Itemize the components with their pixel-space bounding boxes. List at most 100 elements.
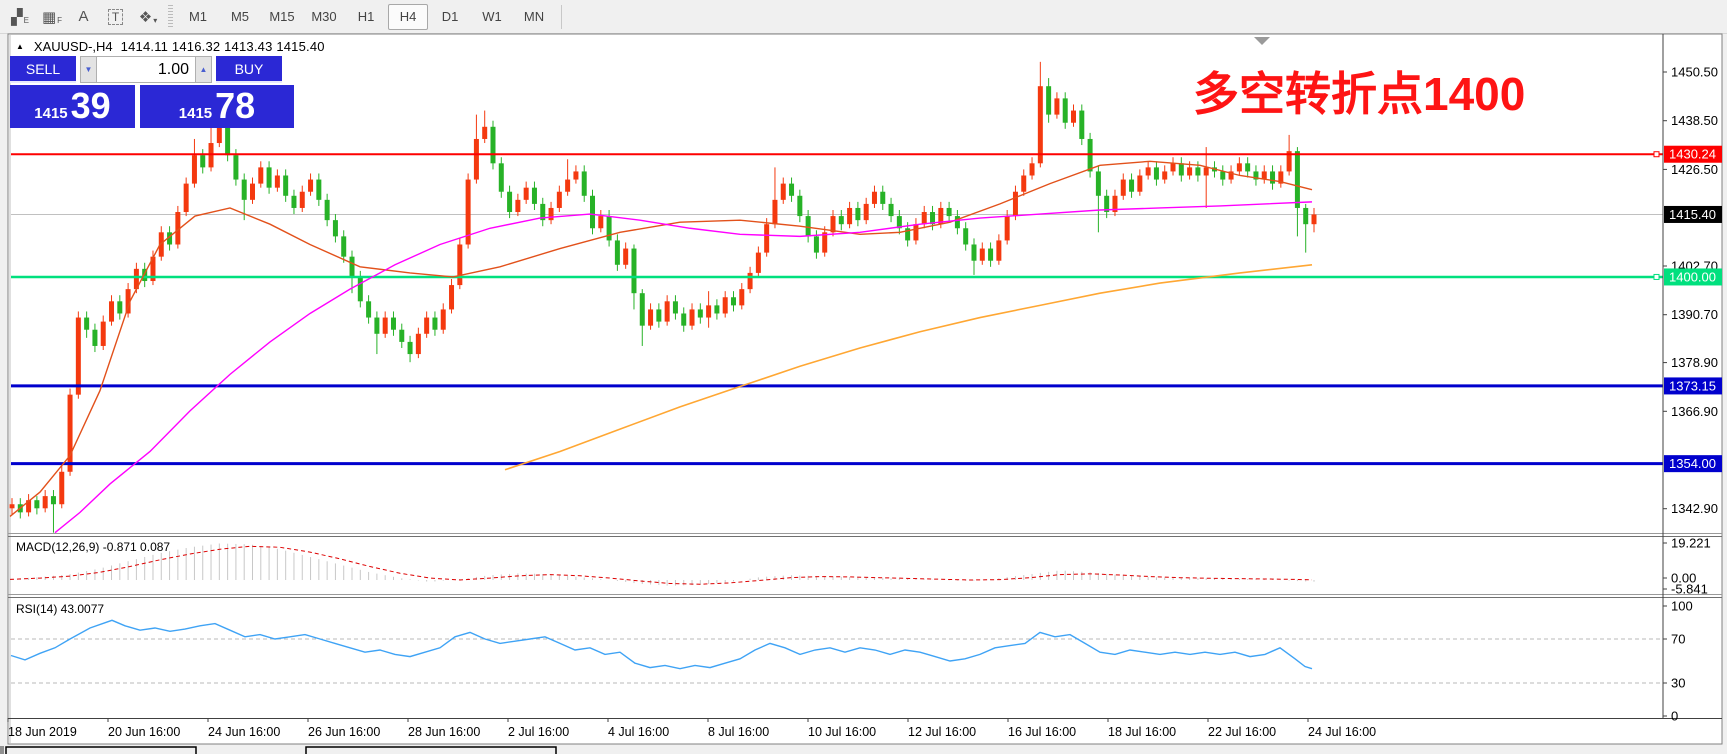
minimized-window-1[interactable] [5,746,197,754]
timeframe-button-w1[interactable]: W1 [482,9,502,24]
buy-price-display[interactable]: 1415 78 [140,85,294,128]
candle-body [565,179,571,192]
timeframe-button-mn[interactable]: MN [523,9,545,24]
timeframe-button-m30[interactable]: M30 [311,9,337,24]
time-tick-label: 4 Jul 16:00 [608,725,669,739]
candle-body [473,138,479,180]
timeframe-button-d1[interactable]: D1 [441,9,459,24]
collapse-triangle-icon[interactable]: ▲ [16,42,24,51]
candle-body [1278,171,1284,184]
minimized-window-2[interactable] [305,746,557,754]
candle-body [75,317,81,395]
candle-body [399,329,405,342]
candle-body [863,203,869,221]
toolbar-drag-handle[interactable] [168,4,173,29]
candle-body [67,394,73,472]
grid-fibo-icon[interactable]: ▦ F [41,8,63,26]
text-box-icon[interactable]: T [101,4,131,30]
candle-body [1261,171,1267,180]
candle-body [42,496,48,509]
volume-increase-button[interactable]: ▲ [195,56,212,83]
candle-body [838,216,844,225]
candle-body [84,317,90,330]
candle-body [623,248,629,265]
candle-body [1029,163,1035,176]
candle-body [1195,167,1201,176]
sell-button[interactable]: SELL [10,56,76,83]
volume-input[interactable] [97,56,195,83]
price-tick-label: 1438.50 [1671,113,1718,128]
candle-body [1245,163,1251,172]
price-tick-label: 1390.70 [1671,307,1718,322]
objects-arrows-icon[interactable]: ❖ ▾ [138,8,158,26]
candle-body [540,203,546,221]
macd-scale-label: 0.00 [1671,571,1696,586]
candle-body [672,301,678,314]
price-tag-1373.15 [1664,377,1722,395]
candle-body [755,252,761,273]
chart-text-annotation[interactable]: 多空转折点1400 [1193,68,1526,120]
candle-body [424,317,430,334]
candle-body [988,248,994,261]
candle-body [374,317,380,334]
timeframe-button-m15[interactable]: M15 [269,9,295,24]
buy-price-handle: 1415 [178,105,213,122]
candle-body [581,171,587,196]
text-label-icon[interactable]: A [78,8,89,25]
candle-body [1286,151,1292,172]
candle-body [225,126,231,156]
sell-price-handle: 1415 [34,105,68,122]
candle-body [747,272,753,290]
buy-button[interactable]: BUY [216,56,282,83]
candle-body [548,207,554,221]
candle-body [133,268,139,290]
sell-price-display[interactable]: 1415 39 [10,85,135,128]
scroll-to-end-marker[interactable] [1254,37,1270,45]
candle-body [299,191,305,208]
timeframe-button-h4[interactable]: H4 [388,3,428,30]
candle-body [1129,179,1135,192]
volume-decrease-button[interactable]: ▼ [80,56,97,83]
one-click-trade-panel: SELL ▼ ▲ BUY 1415 39 1415 78 [10,56,294,128]
time-tick-label: 26 Jun 16:00 [308,725,380,739]
hline-handle-resistance-1430[interactable] [1653,151,1660,158]
candle-body [449,285,455,310]
candle-body [590,195,596,229]
candle-body [366,301,372,318]
candle-body [1253,171,1259,180]
timeframe-button-m5[interactable]: M5 [230,9,250,24]
candle-body [50,496,56,505]
candle-body [482,126,488,139]
ma-fast-line [9,160,1313,517]
price-tag-1415.40 [1664,205,1722,223]
chart-expert-icon[interactable]: ▞ E [11,8,29,26]
price-tag-1400.00 [1664,268,1722,286]
candle-body [764,224,770,253]
candle-body [938,207,944,225]
timeframe-button-m1[interactable]: M1 [188,9,208,24]
candle-body [382,317,388,334]
candle-body [689,309,695,326]
candle-body [714,305,720,314]
time-tick-label: 24 Jul 16:00 [1308,725,1376,739]
candle-body [1228,171,1234,180]
candle-body [1112,195,1118,213]
candle-body [813,236,819,253]
candle-body [457,244,463,286]
candle-body [1012,191,1018,217]
ma-slow-line [504,263,1313,471]
price-tag-1430.24 [1664,145,1722,163]
hline-handle-pivot-1400[interactable] [1653,273,1660,280]
candle-body [1203,167,1209,176]
candle-body [100,321,106,346]
candle-body [1162,171,1168,180]
candle-body [349,256,355,277]
candle-body [1220,171,1226,180]
candle-body [1294,151,1300,208]
candle-body [125,289,131,314]
macd-indicator-label: MACD(12,26,9) -0.871 0.087 [16,540,171,554]
candle-body [432,317,438,330]
timeframe-button-h1[interactable]: H1 [357,9,375,24]
candle-body [614,240,620,265]
